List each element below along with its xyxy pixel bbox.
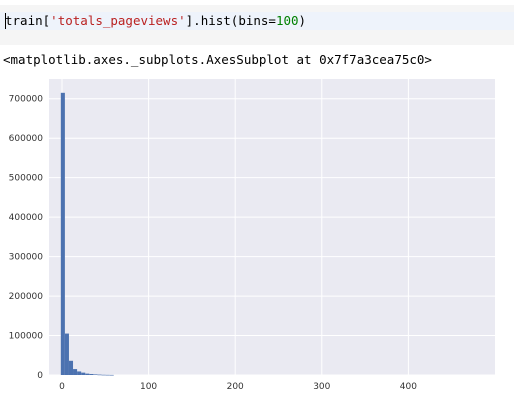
y-tick-label: 0 [37,371,43,381]
y-tick-label: 400000 [9,213,44,223]
x-tick-label: 200 [227,382,244,392]
text-cursor [5,13,6,29]
x-tick-label: 300 [313,382,330,392]
histogram-bar [85,373,90,375]
x-tick-label: 0 [59,382,65,392]
plot-area [49,79,495,375]
x-tick-label: 400 [400,382,417,392]
histogram-bar [73,369,78,375]
code-close: ) [298,13,307,28]
y-tick-label: 200000 [9,292,44,302]
code-method: ].hist(bins= [185,13,276,28]
histogram-bar [68,360,74,375]
cell-output-text: <matplotlib.axes._subplots.AxesSubplot a… [3,52,432,67]
code-input[interactable]: train['totals_pageviews'].hist(bins=100) [5,13,306,29]
histogram-bar [109,374,114,376]
histogram-bar [77,371,82,375]
y-tick-label: 300000 [9,253,44,263]
x-tick-labels: 0 100 200 300 400 [59,382,417,392]
histogram-bar [89,374,94,375]
x-tick-label: 100 [140,382,157,392]
histogram-bar [93,374,98,376]
histogram-bar [105,374,110,376]
histogram-bar [60,92,65,376]
histogram-bar [97,374,102,376]
y-tick-label: 600000 [9,134,44,144]
code-number: 100 [275,13,299,28]
code-string: 'totals_pageviews' [50,13,186,28]
y-tick-label: 500000 [9,174,44,184]
y-tick-labels: 0 100000 200000 300000 400000 500000 600000 700… [9,95,44,381]
active-code-line [0,12,514,30]
histogram-bars [60,92,114,376]
code-bracket: [ [42,13,51,28]
histogram-bar [64,333,69,375]
histogram-bar [81,372,86,375]
histogram-bar [101,374,106,376]
code-obj: train [5,13,43,28]
y-tick-label: 100000 [9,332,44,342]
y-tick-label: 700000 [9,95,44,105]
